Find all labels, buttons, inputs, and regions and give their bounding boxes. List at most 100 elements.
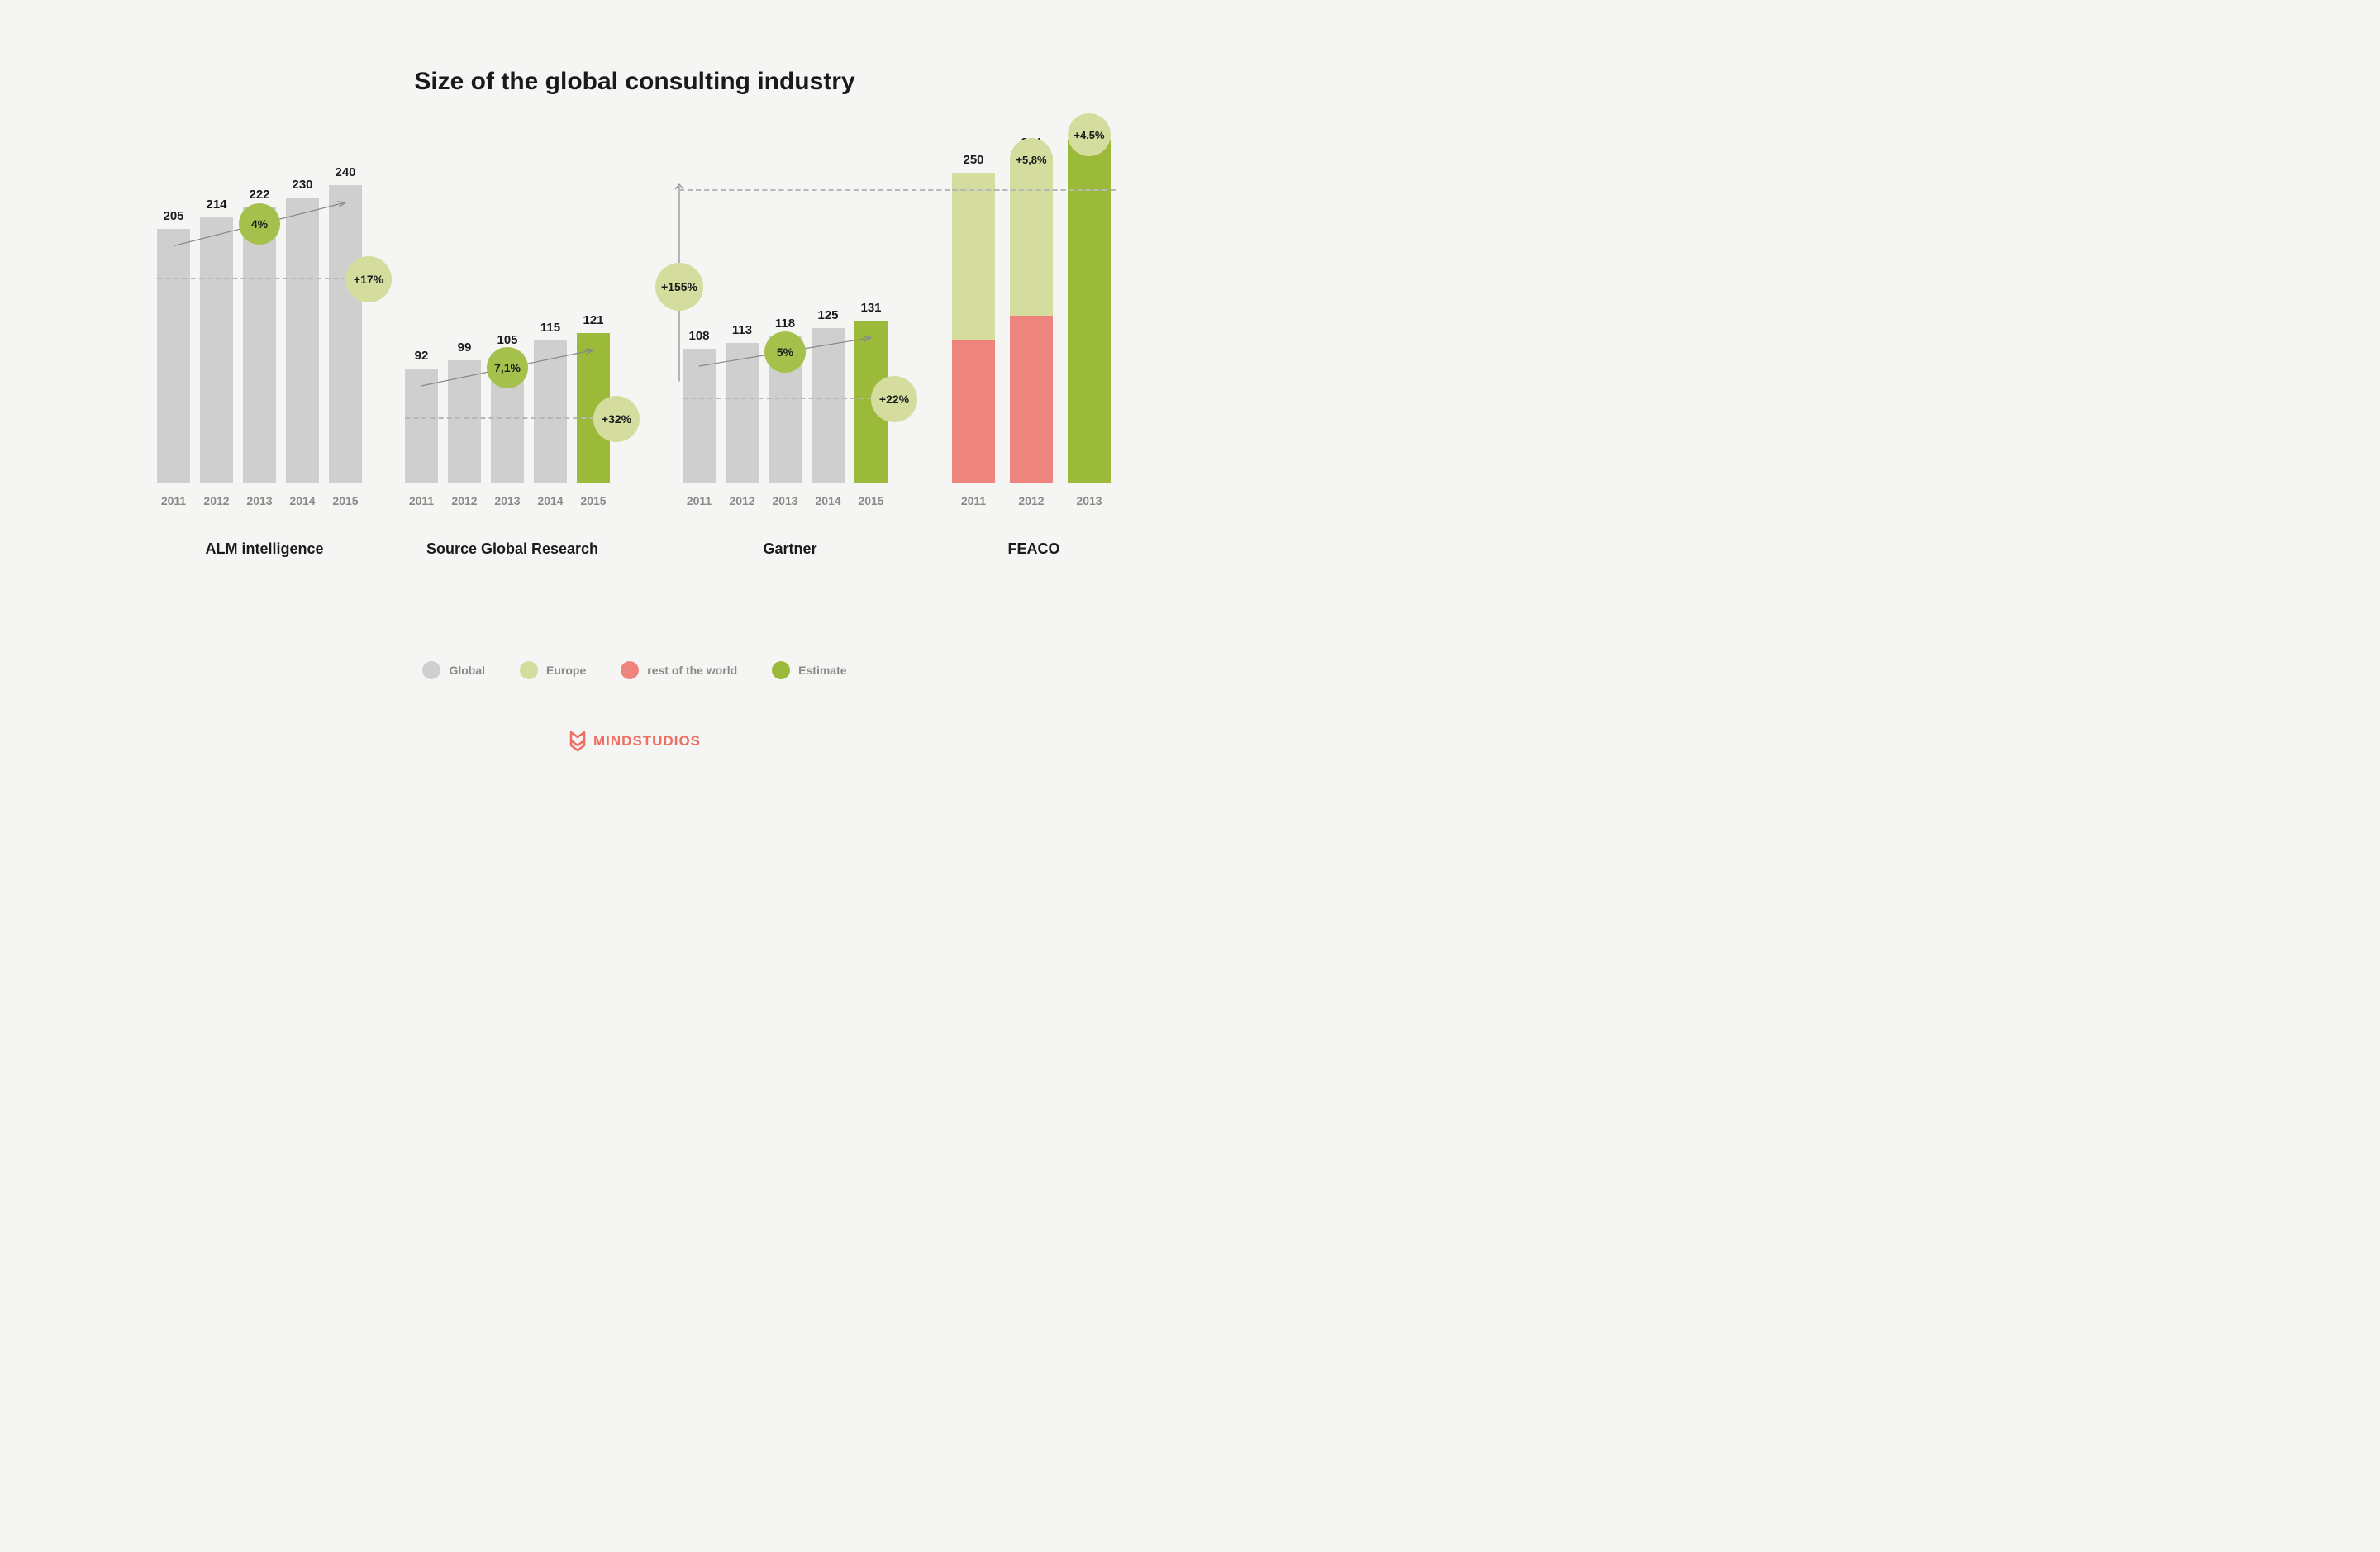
bar-wrap: 214 2012	[200, 217, 233, 507]
legend-item: Europe	[520, 661, 586, 679]
legend-label: Estimate	[798, 664, 846, 677]
trend-badge: 4%	[239, 203, 280, 245]
panel-title: ALM intelligence	[157, 540, 372, 558]
bar-value: 205	[157, 209, 190, 223]
year-label: 2013	[772, 494, 797, 507]
bar-wrap: 113 2012	[726, 343, 759, 508]
bar-wrap: 240 2015	[329, 185, 362, 507]
year-label: 2014	[289, 494, 315, 507]
panel-title: Gartner	[683, 540, 897, 558]
legend-swatch	[621, 661, 639, 679]
vertical-callout: +155%	[654, 183, 704, 533]
bar-value: 115	[534, 321, 567, 335]
year-label: 2013	[1076, 494, 1102, 507]
bar-value: 92	[405, 349, 438, 363]
bar-wrap: 99 2012	[448, 360, 481, 508]
year-label: 2012	[1018, 494, 1044, 507]
legend-swatch	[772, 661, 790, 679]
vertical-badge: +155%	[655, 263, 703, 311]
bar: 250	[952, 173, 995, 483]
panel-feaco: 250201126420122762013+5,8%+4,5%FEACO	[952, 127, 1116, 558]
baseline-dash	[683, 398, 897, 399]
bar-wrap: 264 2012	[1010, 155, 1053, 507]
baseline-dash	[405, 417, 620, 419]
brand-text: MINDSTUDIOS	[593, 733, 701, 750]
trend-badge: 5%	[764, 331, 806, 373]
bar: 230	[286, 198, 319, 483]
legend-label: Global	[449, 664, 485, 677]
year-label: 2013	[494, 494, 520, 507]
chart-area: 205 2011 214 2012 222 2013 230 2014 240 2015 4% +1…	[157, 145, 1116, 558]
bar-wrap: 250 2011	[952, 173, 995, 507]
year-label: 2015	[858, 494, 883, 507]
year-label: 2011	[161, 494, 186, 507]
bar-wrap: 115 2014	[534, 340, 567, 508]
bars: 10820111132012118201312520141312015	[683, 127, 897, 507]
bars: 205 2011 214 2012 222 2013 230 2014 240 2015	[157, 127, 372, 507]
bar: 99	[448, 360, 481, 483]
bar: 240	[329, 185, 362, 483]
year-label: 2011	[409, 494, 434, 507]
bar: 264	[1010, 155, 1053, 483]
bar-segment-rest	[1010, 316, 1053, 483]
bar-value: 113	[726, 323, 759, 337]
bar: 205	[157, 229, 190, 483]
growth-badge: +22%	[871, 376, 917, 422]
bar-value: 125	[812, 308, 845, 322]
top-badge: +5,8%	[1010, 138, 1053, 181]
growth-badge: +17%	[345, 256, 392, 302]
bar-wrap: 125 2014	[812, 328, 845, 508]
trend-badge: 7,1%	[487, 347, 528, 388]
panel-sgr: 922011992012105201311520141212015 7,1%+3…	[405, 127, 620, 558]
year-label: 2011	[961, 494, 986, 507]
legend: Global Europe rest of the world Estimate	[0, 661, 1269, 679]
bar-value: 222	[243, 188, 276, 202]
bars: 922011992012105201311520141212015	[405, 127, 620, 507]
legend-label: rest of the world	[647, 664, 737, 677]
panel-alm: 20520112142012222201323020142402015 4%+1…	[157, 127, 372, 558]
bar-value: 214	[200, 198, 233, 212]
baseline-dash	[157, 278, 372, 279]
year-label: 2014	[815, 494, 840, 507]
bar-value: 240	[329, 165, 362, 179]
bar: 115	[534, 340, 567, 483]
top-badge: +4,5%	[1068, 113, 1111, 156]
bar: 125	[812, 328, 845, 483]
bar-wrap: 205 2011	[157, 229, 190, 508]
bar: 276	[1068, 140, 1111, 483]
bar-wrap: 230 2014	[286, 198, 319, 507]
panel-title: Source Global Research	[405, 540, 620, 558]
year-label: 2015	[332, 494, 358, 507]
bar-value: 105	[491, 333, 524, 347]
bar-value: 250	[952, 153, 995, 167]
brand-icon	[569, 731, 587, 752]
bar: 92	[405, 369, 438, 483]
bar-value: 131	[854, 301, 888, 315]
brand-logo: MINDSTUDIOS	[0, 731, 1269, 752]
bar-segment-europe	[952, 173, 995, 340]
year-label: 2012	[729, 494, 754, 507]
year-label: 2015	[580, 494, 606, 507]
panel-gartner: 10820111132012118201312520141312015 5%+2…	[683, 127, 897, 558]
bar-value: 99	[448, 340, 481, 355]
bar-value: 118	[769, 317, 802, 331]
year-label: 2012	[451, 494, 477, 507]
legend-swatch	[520, 661, 538, 679]
bar-wrap: 276 2013	[1068, 140, 1111, 507]
bar-segment-rest	[952, 340, 995, 483]
bar: 113	[726, 343, 759, 483]
bar-wrap: 92 2011	[405, 369, 438, 507]
legend-item: rest of the world	[621, 661, 737, 679]
bar: 214	[200, 217, 233, 483]
legend-swatch	[422, 661, 440, 679]
legend-label: Europe	[546, 664, 586, 677]
bar-value: 230	[286, 178, 319, 192]
year-label: 2013	[246, 494, 272, 507]
year-label: 2012	[203, 494, 229, 507]
legend-item: Global	[422, 661, 485, 679]
chart-title: Size of the global consulting industry	[0, 68, 1269, 96]
bars: 250 2011 264 2012 276 2013	[952, 127, 1116, 507]
year-label: 2014	[537, 494, 563, 507]
panel-title: FEACO	[952, 540, 1116, 558]
bar: 222	[243, 207, 276, 483]
